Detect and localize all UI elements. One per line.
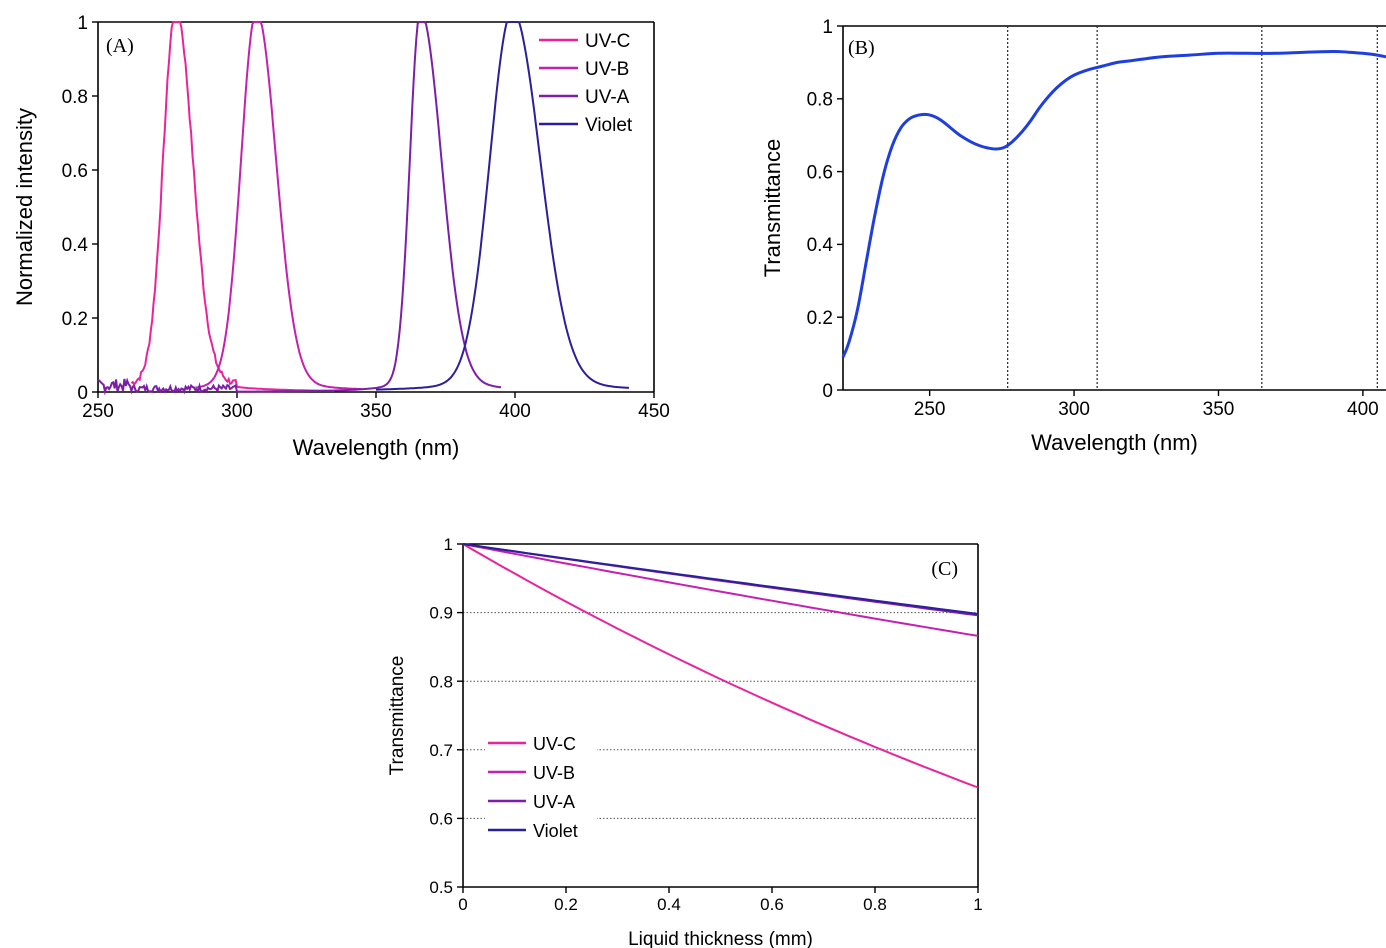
- legend-label: UV-A: [533, 792, 575, 812]
- series-line-violet: [463, 544, 978, 614]
- x-tick-label: 400: [499, 401, 531, 422]
- x-tick-label: 0.4: [657, 895, 681, 914]
- y-tick-label: 0.2: [62, 309, 88, 330]
- x-tick-label: 250: [914, 399, 946, 420]
- x-tick-label: 0: [458, 895, 467, 914]
- legend-label: UV-C: [585, 31, 630, 52]
- chart-panel-a: 250 300 350 400 450 0 0.2 0.4 0.6 0.8 1 Wavelength …: [12, 13, 670, 460]
- x-axis-title: Liquid thickness (mm): [628, 929, 813, 948]
- y-tick-label: 0.4: [62, 235, 89, 256]
- panel-label: (A): [106, 35, 134, 57]
- x-tick-label: 1: [973, 895, 982, 914]
- x-tick-label: 250: [82, 401, 114, 422]
- y-tick-label: 0: [822, 381, 833, 402]
- panel-label: (B): [848, 37, 875, 59]
- transmittance-curve: [843, 52, 1386, 358]
- x-tick-label: 0.2: [554, 895, 578, 914]
- x-axis-title: Wavelength (nm): [293, 435, 460, 460]
- y-tick-label: 0.6: [62, 161, 88, 182]
- x-tick-label: 0.6: [760, 895, 784, 914]
- y-tick-label: 1: [77, 13, 88, 34]
- legend-label: UV-C: [533, 734, 576, 754]
- x-axis-title: Wavelength (nm): [1031, 430, 1198, 455]
- series-line-uv-a: [98, 22, 501, 392]
- legend-label: UV-A: [585, 87, 630, 108]
- y-tick-label: 0.2: [807, 308, 833, 329]
- y-axis-title: Transmittance: [387, 656, 408, 776]
- legend-label: UV-B: [533, 763, 575, 783]
- y-tick-label: 0.8: [429, 672, 453, 691]
- y-tick-label: 0.4: [807, 235, 834, 256]
- x-tick-label: 300: [221, 401, 253, 422]
- x-tick-label: 450: [638, 401, 670, 422]
- y-axis-title: Normalized intensity: [12, 108, 37, 306]
- y-axis-title: Transmittance: [760, 139, 785, 278]
- y-tick-label: 0.9: [429, 604, 453, 623]
- y-tick-label: 0.8: [62, 87, 88, 108]
- series-line-uv-c: [131, 22, 334, 391]
- chart-panel-c: 0 0.2 0.4 0.6 0.8 1 0.5 0.6 0.7 0.8 0.9 1 Liquid thi…: [387, 535, 983, 948]
- y-tick-label: 0: [77, 383, 88, 404]
- legend-label: Violet: [533, 821, 578, 841]
- y-tick-label: 1: [822, 17, 833, 38]
- series-line-uv-b: [195, 22, 362, 389]
- x-tick-label: 0.8: [863, 895, 887, 914]
- y-tick-label: 0.6: [807, 162, 833, 183]
- y-tick-label: 0.5: [429, 878, 453, 897]
- y-tick-label: 0.7: [429, 741, 453, 760]
- y-tick-label: 1: [444, 535, 453, 554]
- legend-label: Violet: [585, 115, 633, 136]
- legend-label: UV-B: [585, 59, 629, 80]
- panel-label: (C): [931, 558, 958, 580]
- x-tick-label: 350: [360, 401, 392, 422]
- x-tick-label: 400: [1347, 399, 1379, 420]
- chart-panel-b: 250 300 350 400 0 0.2 0.4 0.6 0.8 1 Wavelength (nm…: [760, 17, 1386, 455]
- series-line-uv-b: [463, 544, 978, 636]
- y-tick-label: 0.6: [429, 810, 453, 829]
- x-tick-label: 300: [1058, 399, 1090, 420]
- x-tick-label: 350: [1203, 399, 1235, 420]
- y-tick-label: 0.8: [807, 90, 833, 111]
